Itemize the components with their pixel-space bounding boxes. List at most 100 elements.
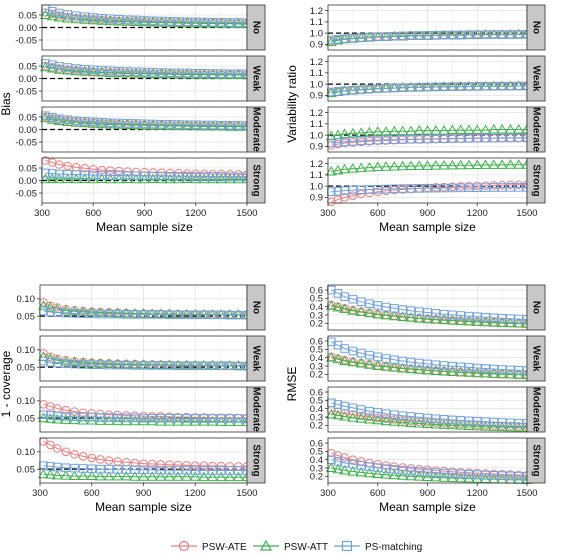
point-ps-matching (121, 310, 131, 319)
y-tick-label: 1.0 (310, 130, 323, 141)
point-ps-matching (174, 68, 183, 78)
point-ps-matching (514, 30, 524, 39)
point-ps-matching (489, 364, 499, 374)
point-ps-matching (456, 362, 465, 372)
point-ps-matching (333, 186, 343, 196)
point-psw-att (163, 471, 175, 481)
point-ps-matching (348, 137, 358, 146)
point-ps-matching (114, 118, 124, 128)
point-psw-att (413, 471, 425, 481)
point-ps-matching (414, 467, 424, 476)
point-psw-att (325, 36, 337, 47)
series-ps-matching (327, 133, 532, 148)
point-ps-matching (131, 119, 141, 128)
series-line-psw-att (331, 357, 528, 376)
point-psw-att (363, 307, 375, 318)
point-ps-matching (216, 414, 226, 423)
point-ps-matching (431, 360, 441, 370)
point-psw-att (471, 316, 483, 326)
point-psw-att (53, 173, 65, 184)
point-ps-matching (489, 30, 499, 39)
point-psw-ate (373, 413, 383, 423)
point-psw-att (60, 414, 72, 424)
point-ps-matching (140, 119, 149, 129)
point-ps-matching (406, 31, 416, 41)
strip-background (526, 4, 546, 51)
y-tick-label: 1.1 (310, 170, 323, 181)
point-ps-matching (165, 361, 174, 370)
point-ps-matching (340, 137, 349, 147)
point-ps-matching (356, 85, 366, 95)
point-psw-att (181, 308, 193, 319)
point-ps-matching (365, 462, 374, 471)
point-ps-matching (63, 63, 72, 72)
point-psw-att (347, 465, 359, 476)
point-psw-att (53, 115, 65, 125)
point-psw-att (113, 15, 125, 26)
point-psw-att (355, 357, 367, 368)
series-line-psw-att (331, 129, 527, 137)
y-tick-label: 0.05 (19, 163, 38, 174)
y-tick-label: 0.9 (310, 142, 323, 153)
strip-background (246, 55, 266, 102)
point-psw-ate (199, 461, 209, 470)
y-tick-label: 0.4 (310, 404, 323, 415)
legend-label-ps-matching: PS-matching (365, 542, 422, 553)
point-psw-att (446, 124, 458, 135)
point-ps-matching (147, 310, 157, 319)
point-ps-matching (439, 309, 449, 319)
y-tick-label: -0.05 (15, 86, 37, 97)
point-ps-matching (348, 33, 358, 43)
point-ps-matching (123, 15, 132, 25)
x-tick-label: 1200 (185, 488, 206, 499)
panel-weak: Weak 0.05 0.10 (17, 335, 266, 382)
x-tick-label: 1500 (236, 488, 257, 499)
point-ps-matching (398, 135, 407, 144)
point-psw-att (70, 117, 82, 127)
y-axis-label: RMSE (285, 367, 299, 402)
point-ps-matching (234, 310, 243, 320)
y-tick-label: 0.2 (310, 319, 323, 330)
point-psw-att (37, 412, 49, 423)
y-tick-label: 1.1 (310, 17, 323, 28)
point-ps-matching (52, 411, 62, 421)
point-ps-matching (63, 115, 72, 125)
point-psw-att (70, 65, 82, 76)
y-tick-label: 0.05 (19, 112, 38, 123)
series-psw-att (39, 61, 253, 80)
point-ps-matching (431, 82, 441, 92)
point-ps-matching (456, 469, 465, 479)
point-ps-matching (333, 457, 343, 466)
point-psw-att (347, 356, 359, 367)
point-ps-matching (365, 136, 374, 145)
y-tick-label: 0.3 (310, 361, 323, 372)
series-ps-matching (41, 111, 252, 130)
strip-background (246, 4, 266, 51)
point-psw-att (77, 414, 89, 425)
point-ps-matching (216, 361, 226, 371)
point-ps-matching (54, 169, 64, 179)
strip-label-no: No (251, 301, 262, 314)
point-ps-matching (406, 184, 416, 193)
point-ps-matching (448, 415, 457, 425)
point-psw-att (181, 17, 193, 28)
point-psw-att (190, 120, 202, 131)
y-axis-label: Bias (0, 92, 13, 115)
point-ps-matching (373, 301, 383, 310)
point-psw-ate (190, 461, 200, 470)
point-ps-matching (157, 16, 166, 26)
point-ps-matching (514, 314, 524, 324)
point-ps-matching (87, 309, 97, 319)
legend-marker-circle (178, 540, 190, 552)
point-psw-att (339, 464, 351, 475)
point-psw-att (113, 173, 125, 184)
point-ps-matching (356, 136, 366, 146)
strip-label-moderate: Moderate (531, 107, 542, 152)
strip-background (526, 284, 546, 331)
point-ps-matching (506, 314, 515, 323)
point-psw-att (488, 123, 500, 134)
point-ps-matching (327, 35, 336, 45)
point-psw-att (380, 161, 392, 171)
point-ps-matching (225, 310, 235, 320)
point-psw-ate (96, 455, 105, 464)
